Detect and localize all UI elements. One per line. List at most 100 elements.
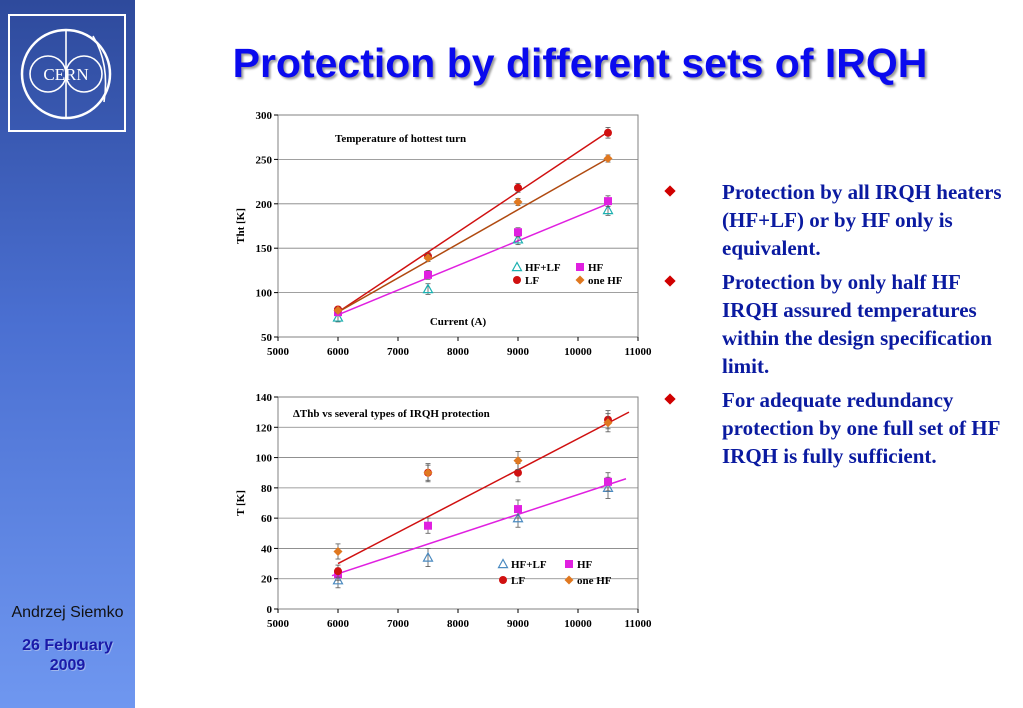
fit-line <box>337 411 630 565</box>
x-tick-label: 5000 <box>267 618 290 630</box>
y-tick-label: 140 <box>256 392 273 404</box>
data-point <box>423 253 433 263</box>
diamond-bullet-icon <box>664 393 676 405</box>
y-tick-label: 250 <box>256 154 273 166</box>
bullet-list: Protection by all IRQH heaters (HF+LF) o… <box>664 178 1009 476</box>
y-tick-label: 40 <box>261 543 273 555</box>
cern-logo: CERN <box>8 14 126 132</box>
chart-annotation: ΔThb vs several types of IRQH protection <box>293 408 490 420</box>
author-name: Andrzej Siemko <box>11 604 124 621</box>
y-tick-label: 300 <box>256 110 273 122</box>
data-point <box>424 270 432 279</box>
legend-label: one HF <box>588 275 623 287</box>
fit-line <box>337 131 609 313</box>
chart-annotation: Temperature of hottest turn <box>335 133 466 145</box>
data-point <box>513 197 523 207</box>
x-tick-label: 7000 <box>387 346 410 358</box>
x-tick-label: 9000 <box>507 346 530 358</box>
data-point <box>333 305 343 315</box>
bullet-text: Protection by only half HF IRQH assured … <box>722 270 993 378</box>
bullet-item: Protection by all IRQH heaters (HF+LF) o… <box>664 178 1009 262</box>
x-tick-label: 8000 <box>447 618 470 630</box>
data-point <box>604 197 612 206</box>
y-tick-label: 50 <box>261 332 273 344</box>
x-axis-label: Current (A) <box>430 316 487 328</box>
legend-label: LF <box>511 575 525 587</box>
data-point <box>332 311 344 322</box>
data-point <box>514 505 522 514</box>
data-point <box>422 283 434 294</box>
x-tick-label: 6000 <box>327 346 350 358</box>
legend-marker <box>575 275 585 285</box>
fit-line <box>331 478 627 577</box>
data-point <box>514 183 522 192</box>
y-axis-label: Tht [K] <box>235 208 247 244</box>
y-tick-label: 100 <box>256 453 273 465</box>
legend-marker <box>499 576 507 584</box>
data-point <box>424 521 432 530</box>
data-point <box>333 546 343 556</box>
legend-marker <box>564 575 574 585</box>
data-point <box>423 468 433 478</box>
legend-marker <box>513 276 521 284</box>
bullet-text: For adequate redundancy protection by on… <box>722 388 1000 468</box>
data-point <box>514 228 522 237</box>
chart-hottest-turn: 50 100 150 200 250 300 5000 6000 7000 8000 9000 100… <box>235 110 652 358</box>
x-tick-label: 11000 <box>625 618 652 630</box>
bullet-item: Protection by only half HF IRQH assured … <box>664 268 1009 380</box>
x-tick-label: 8000 <box>447 346 470 358</box>
y-tick-label: 150 <box>256 243 273 255</box>
y-tick-label: 80 <box>261 483 273 495</box>
data-point <box>422 551 434 562</box>
x-tick-label: 10000 <box>564 346 592 358</box>
data-point <box>603 154 613 164</box>
legend-marker <box>576 263 584 271</box>
data-point <box>602 204 614 215</box>
data-point <box>602 482 614 493</box>
fit-line <box>337 157 609 313</box>
bullet-item: For adequate redundancy protection by on… <box>664 386 1009 470</box>
legend-label: LF <box>525 275 539 287</box>
legend-label: one HF <box>577 575 612 587</box>
chart-delta-thb: 0 20 40 60 80 100 120 140 5000 6000 7000 8000 9000 10… <box>235 392 652 630</box>
presentation-date: 26 February 2009 <box>0 636 135 676</box>
diamond-bullet-icon <box>664 185 676 197</box>
x-tick-label: 6000 <box>327 618 350 630</box>
legend-marker <box>497 558 509 569</box>
legend-label: HF <box>588 262 604 274</box>
slide-title: Protection by different sets of IRQH <box>232 40 928 86</box>
legend-marker <box>565 560 573 568</box>
x-tick-label: 7000 <box>387 618 410 630</box>
data-point <box>603 418 613 428</box>
y-tick-label: 120 <box>256 422 273 434</box>
y-tick-label: 100 <box>256 288 273 300</box>
y-tick-label: 0 <box>267 604 273 616</box>
sidebar: CERN Andrzej Siemko 26 February 2009 <box>0 0 135 708</box>
x-tick-label: 9000 <box>507 618 530 630</box>
logo-text: CERN <box>43 65 88 84</box>
data-point <box>513 456 523 466</box>
data-point <box>332 574 344 585</box>
y-axis-label: T [K] <box>235 490 247 516</box>
data-point <box>514 468 522 477</box>
diamond-bullet-icon <box>664 275 676 287</box>
legend-label: HF+LF <box>511 559 547 571</box>
x-tick-label: 11000 <box>625 346 652 358</box>
data-point <box>512 233 524 244</box>
y-tick-label: 20 <box>261 574 273 586</box>
legend-label: HF <box>577 559 593 571</box>
x-tick-label: 10000 <box>564 618 592 630</box>
date-line-1: 26 February <box>22 637 113 654</box>
y-tick-label: 60 <box>261 513 273 525</box>
data-point <box>512 512 524 523</box>
fit-line <box>337 203 609 316</box>
x-tick-label: 5000 <box>267 346 290 358</box>
data-point <box>334 567 342 576</box>
data-point <box>604 128 612 137</box>
data-point <box>604 477 612 486</box>
bullet-text: Protection by all IRQH heaters (HF+LF) o… <box>722 180 1002 260</box>
y-tick-label: 200 <box>256 199 273 211</box>
legend-marker <box>511 261 523 272</box>
date-line-2: 2009 <box>49 657 86 674</box>
legend-label: HF+LF <box>525 262 561 274</box>
